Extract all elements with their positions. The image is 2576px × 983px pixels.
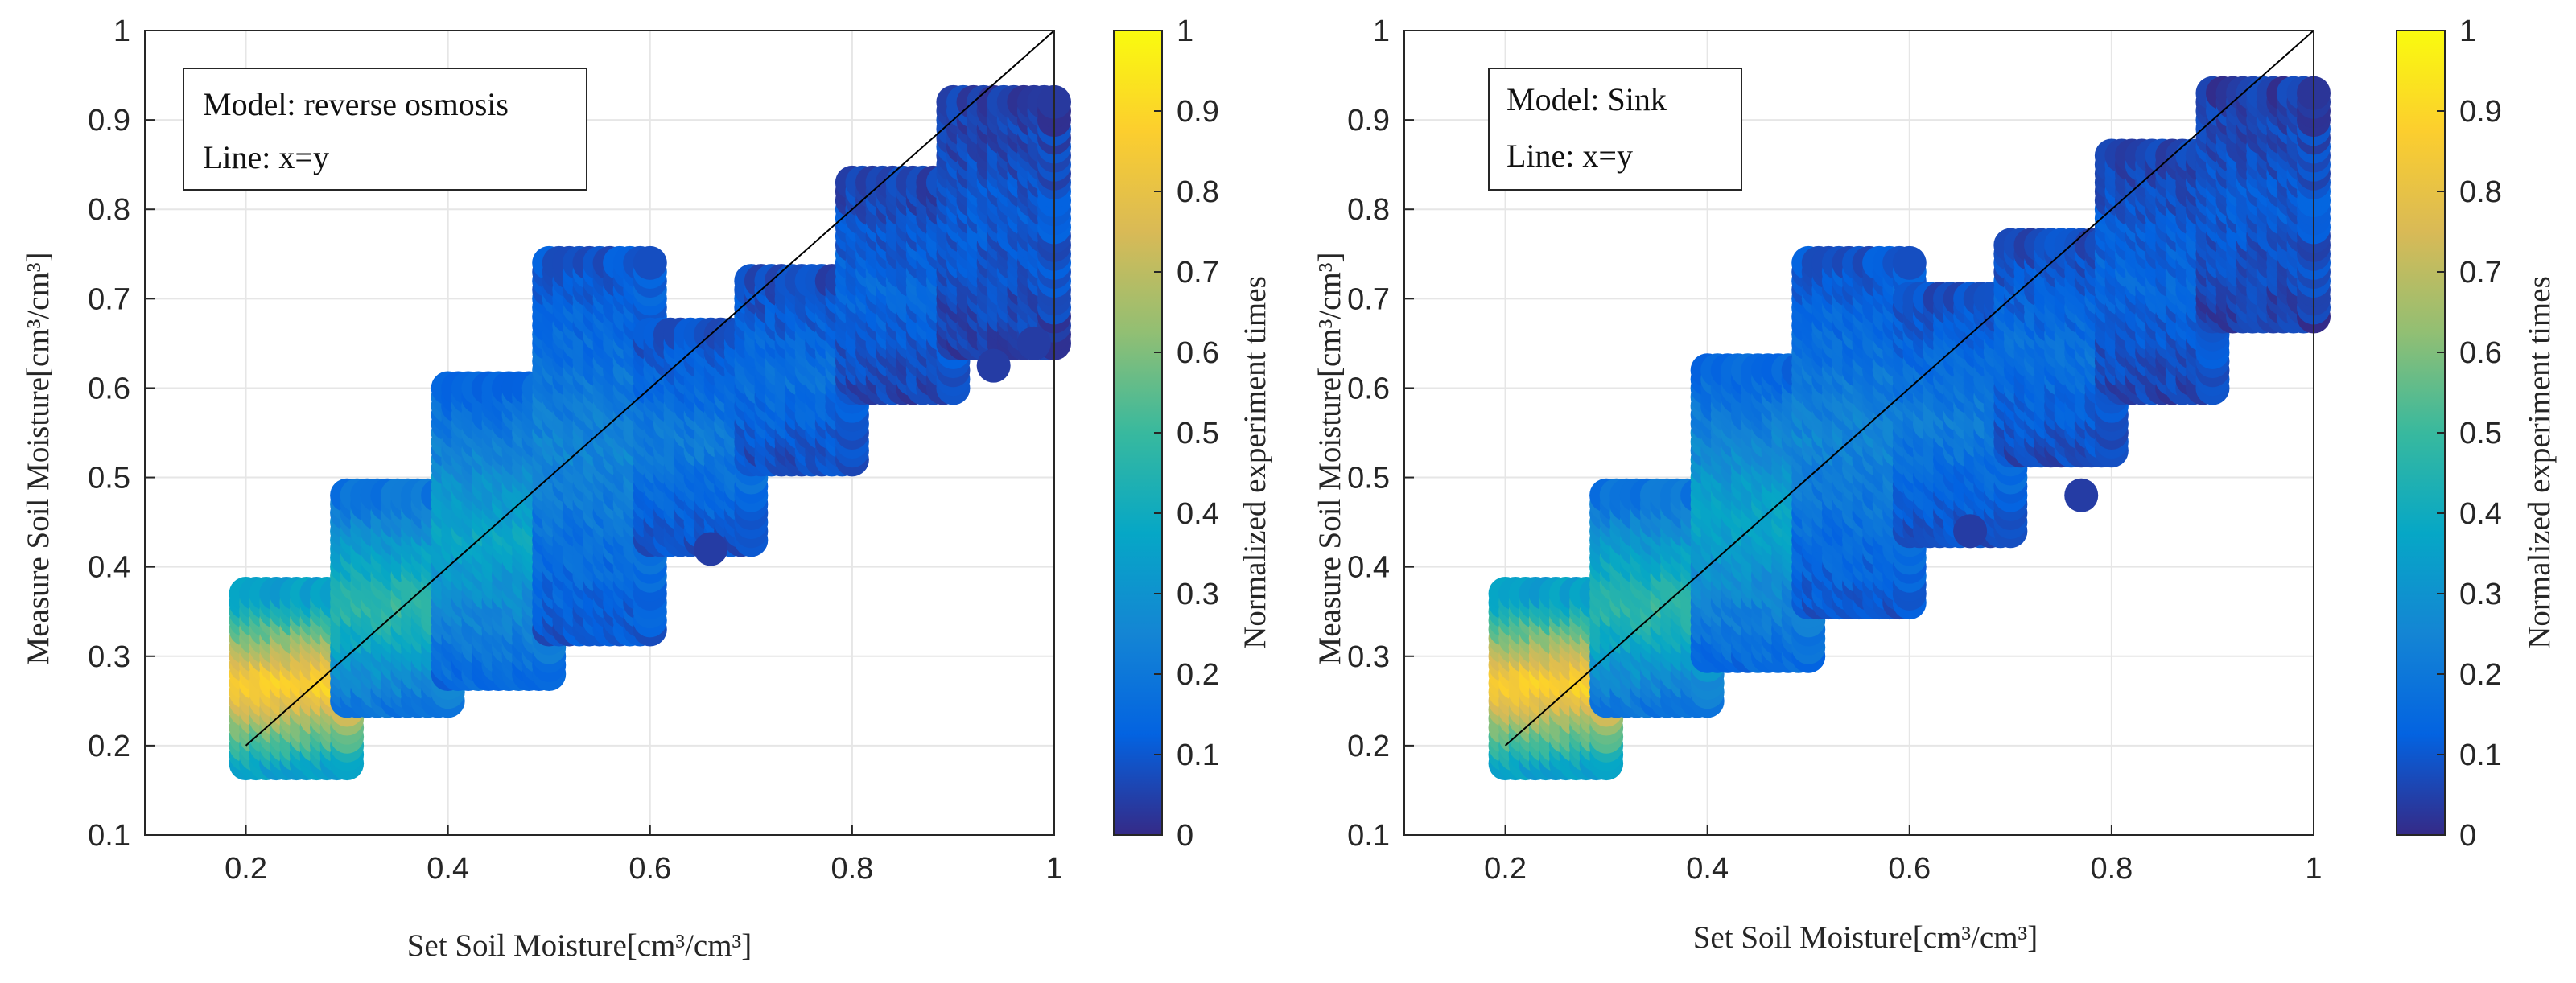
data-point bbox=[1892, 245, 1927, 280]
right-legend-line: Line: x=y bbox=[1506, 138, 1633, 174]
right-colorbar-tick-label: 1 bbox=[2459, 14, 2476, 48]
left-colorbar-label: Normalized experiment times bbox=[1238, 276, 1272, 649]
right-legend-model: Model: Sink bbox=[1506, 81, 1667, 117]
left-x-tick-label: 0.4 bbox=[427, 852, 469, 886]
left-y-tick-label: 0.9 bbox=[88, 104, 130, 138]
right-y-tick-label: 0.1 bbox=[1347, 819, 1390, 853]
left-y-tick-label: 0.3 bbox=[88, 640, 130, 674]
right-y-tick-label: 0.2 bbox=[1347, 730, 1390, 763]
left-colorbar-tick-label: 0.1 bbox=[1177, 738, 1219, 772]
left-y-tick-label: 0.6 bbox=[88, 372, 130, 405]
left-y-tick-label: 0.4 bbox=[88, 551, 130, 585]
right-x-tick-label: 0.8 bbox=[2090, 852, 2133, 886]
outlier-point bbox=[2064, 478, 2099, 512]
right-colorbar-tick-label: 0.5 bbox=[2459, 417, 2502, 450]
right-colorbar-label: Normalized experiment times bbox=[2522, 276, 2557, 649]
left-colorbar-tick-label: 0.2 bbox=[1177, 658, 1219, 692]
left-y-tick-label: 0.5 bbox=[88, 462, 130, 496]
left-colorbar-tick-label: 0.9 bbox=[1177, 95, 1219, 129]
right-colorbar-tick-label: 0.4 bbox=[2459, 497, 2502, 531]
left-colorbar-tick-label: 0 bbox=[1177, 819, 1193, 853]
right-y-tick-label: 0.6 bbox=[1347, 372, 1390, 405]
left-x-tick-label: 0.6 bbox=[629, 852, 671, 886]
right-x-tick-label: 0.6 bbox=[1888, 852, 1931, 886]
left-x-tick-label: 0.2 bbox=[225, 852, 267, 886]
left-y-tick-label: 0.8 bbox=[88, 193, 130, 227]
right-x-tick-label: 1 bbox=[2305, 852, 2322, 886]
right-y-axis-label: Measure Soil Moisture[cm³/cm³] bbox=[1313, 253, 1347, 665]
left-points bbox=[229, 84, 1071, 781]
left-legend-line: Line: x=y bbox=[203, 139, 329, 175]
left-colorbar-tick-label: 0.6 bbox=[1177, 336, 1219, 370]
right-colorbar-tick-label: 0.7 bbox=[2459, 256, 2502, 290]
left-x-axis-label: Set Soil Moisture[cm³/cm³] bbox=[407, 928, 752, 963]
left-y-tick-label: 0.1 bbox=[88, 819, 130, 853]
outlier-point bbox=[1016, 326, 1051, 360]
right-x-axis-label: Set Soil Moisture[cm³/cm³] bbox=[1693, 920, 2038, 955]
right-colorbar-tick-label: 0.8 bbox=[2459, 175, 2502, 209]
right-y-tick-label: 1 bbox=[1373, 14, 1390, 48]
left-y-tick-label: 1 bbox=[113, 14, 130, 48]
left-colorbar-tick-label: 1 bbox=[1177, 14, 1193, 48]
right-y-tick-label: 0.7 bbox=[1347, 282, 1390, 316]
left-legend: Model: reverse osmosis Line: x=y bbox=[183, 68, 587, 191]
right-x-tick-label: 0.2 bbox=[1484, 852, 1527, 886]
left-x-tick-label: 1 bbox=[1045, 852, 1062, 886]
right-y-tick-label: 0.4 bbox=[1347, 551, 1390, 585]
left-legend-model: Model: reverse osmosis bbox=[203, 86, 509, 122]
left-colorbar-tick-label: 0.8 bbox=[1177, 175, 1219, 209]
left-colorbar-tick-label: 0.3 bbox=[1177, 578, 1219, 611]
left-y-tick-label: 0.7 bbox=[88, 282, 130, 316]
right-legend: Model: Sink Line: x=y bbox=[1488, 68, 1742, 191]
left-colorbar-tick-label: 0.4 bbox=[1177, 497, 1219, 531]
left-x-tick-label: 0.8 bbox=[831, 852, 873, 886]
right-colorbar-tick-label: 0 bbox=[2459, 819, 2476, 853]
left-colorbar-tick-label: 0.5 bbox=[1177, 417, 1219, 450]
right-y-tick-label: 0.9 bbox=[1347, 104, 1390, 138]
right-y-tick-label: 0.8 bbox=[1347, 193, 1390, 227]
data-point bbox=[633, 245, 667, 280]
chart-left: 0.2 0.4 0.6 0.8 1 0.1 0.2 0.3 0.4 0.5 0.6 0.7 0.8 0.… bbox=[21, 14, 1272, 963]
outlier-point bbox=[1953, 514, 1988, 549]
left-y-axis-label: Measure Soil Moisture[cm³/cm³] bbox=[21, 253, 56, 665]
right-colorbar-tick-label: 0.1 bbox=[2459, 738, 2502, 772]
right-y-tick-label: 0.5 bbox=[1347, 462, 1390, 496]
left-y-tick-label: 0.2 bbox=[88, 730, 130, 763]
outlier-point bbox=[976, 348, 1011, 383]
left-colorbar-tick-label: 0.7 bbox=[1177, 256, 1219, 290]
right-colorbar-tick-label: 0.6 bbox=[2459, 336, 2502, 370]
right-colorbar-tick-label: 0.9 bbox=[2459, 95, 2502, 129]
right-x-tick-label: 0.4 bbox=[1686, 852, 1729, 886]
right-colorbar-tick-label: 0.2 bbox=[2459, 658, 2502, 692]
right-colorbar-tick-label: 0.3 bbox=[2459, 578, 2502, 611]
right-y-tick-label: 0.3 bbox=[1347, 640, 1390, 674]
outlier-point bbox=[694, 532, 728, 566]
